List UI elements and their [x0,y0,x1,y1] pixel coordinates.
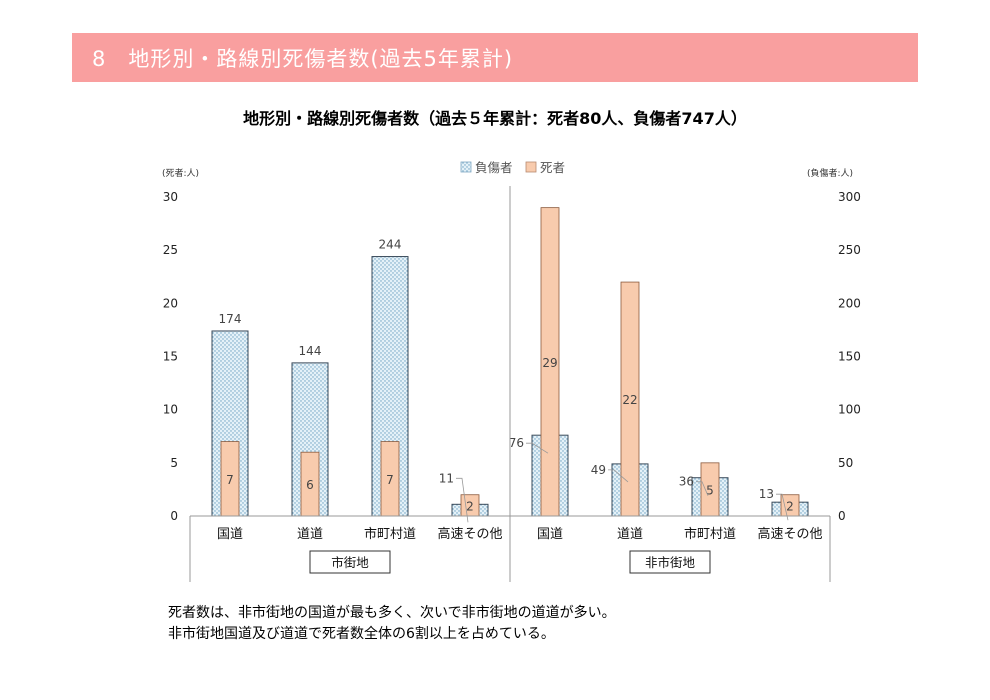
y-tick-left: 15 [163,350,178,364]
x-tick-label: 高速その他 [757,526,822,542]
data-label-injured: 144 [299,344,322,358]
y-tick-right: 50 [838,456,853,470]
data-label-injured: 13 [759,487,774,501]
data-label-deaths: 5 [706,483,714,497]
data-label-deaths: 6 [306,478,314,492]
leader-line [526,442,549,454]
right-axis-label: (負傷者:人) [807,167,853,179]
leader-line [608,469,629,483]
section-title: 8 地形別・路線別死傷者数(過去5年累計) [92,47,514,71]
x-tick-label: 道道 [297,527,323,542]
data-label-deaths: 29 [542,356,557,370]
x-tick-label: 市町村道 [684,526,736,542]
leader-line [776,493,789,521]
x-tick-label: 国道 [537,527,563,542]
y-tick-right: 0 [838,509,846,523]
y-tick-left: 0 [170,509,178,523]
group-label: 市街地 [331,555,369,570]
leader-line [696,481,709,496]
x-tick-label: 国道 [217,527,243,542]
data-label-deaths: 2 [466,499,474,513]
legend-swatch-deaths [525,161,537,173]
data-label-deaths: 2 [786,499,794,513]
data-label-injured: 49 [591,463,606,477]
data-label-injured: 11 [439,471,454,485]
x-tick-label: 高速その他 [437,526,502,542]
y-tick-left: 20 [163,296,178,310]
x-tick-label: 市町村道 [364,526,416,542]
group-label-box [309,550,391,574]
chart-title: 地形別・路線別死傷者数（過去５年累計：死者80人、負傷者747人） [243,109,747,128]
legend-label-deaths: 死者 [540,160,565,175]
data-label-injured: 36 [679,475,694,489]
data-label-deaths: 22 [622,393,637,407]
group-label-box [629,550,711,574]
y-tick-right: 250 [838,243,861,257]
y-tick-left: 25 [163,243,178,257]
left-axis-label: (死者:人) [162,168,199,179]
x-tick-label: 道道 [617,527,643,542]
data-label-injured: 174 [219,312,242,326]
y-tick-left: 5 [170,456,178,470]
legend-label-injured: 負傷者 [475,160,513,175]
group-label: 非市街地 [645,555,696,570]
y-tick-left: 30 [163,190,178,204]
y-tick-right: 300 [838,190,861,204]
y-tick-right: 100 [838,403,861,417]
leader-line [456,477,469,523]
y-tick-right: 200 [838,296,861,310]
summary-line-2: 非市街地国道及び道道で死者数全体の6割以上を占めている。 [168,626,555,642]
summary-text: 死者数は、非市街地の国道が最も多く、次いで非市街地の道道が多い。 非市街地国道及… [168,603,616,645]
y-tick-left: 10 [163,403,178,417]
data-label-injured: 76 [509,436,524,450]
data-label-injured: 244 [379,238,402,252]
section-banner: 8 地形別・路線別死傷者数(過去5年累計) [72,33,918,82]
y-tick-right: 150 [838,350,861,364]
legend-swatch-injured [460,161,472,173]
legend: 負傷者 死者 [460,160,565,175]
data-label-deaths: 7 [386,473,394,487]
summary-line-1: 死者数は、非市街地の国道が最も多く、次いで非市街地の道道が多い。 [168,605,616,621]
data-label-deaths: 7 [226,473,234,487]
